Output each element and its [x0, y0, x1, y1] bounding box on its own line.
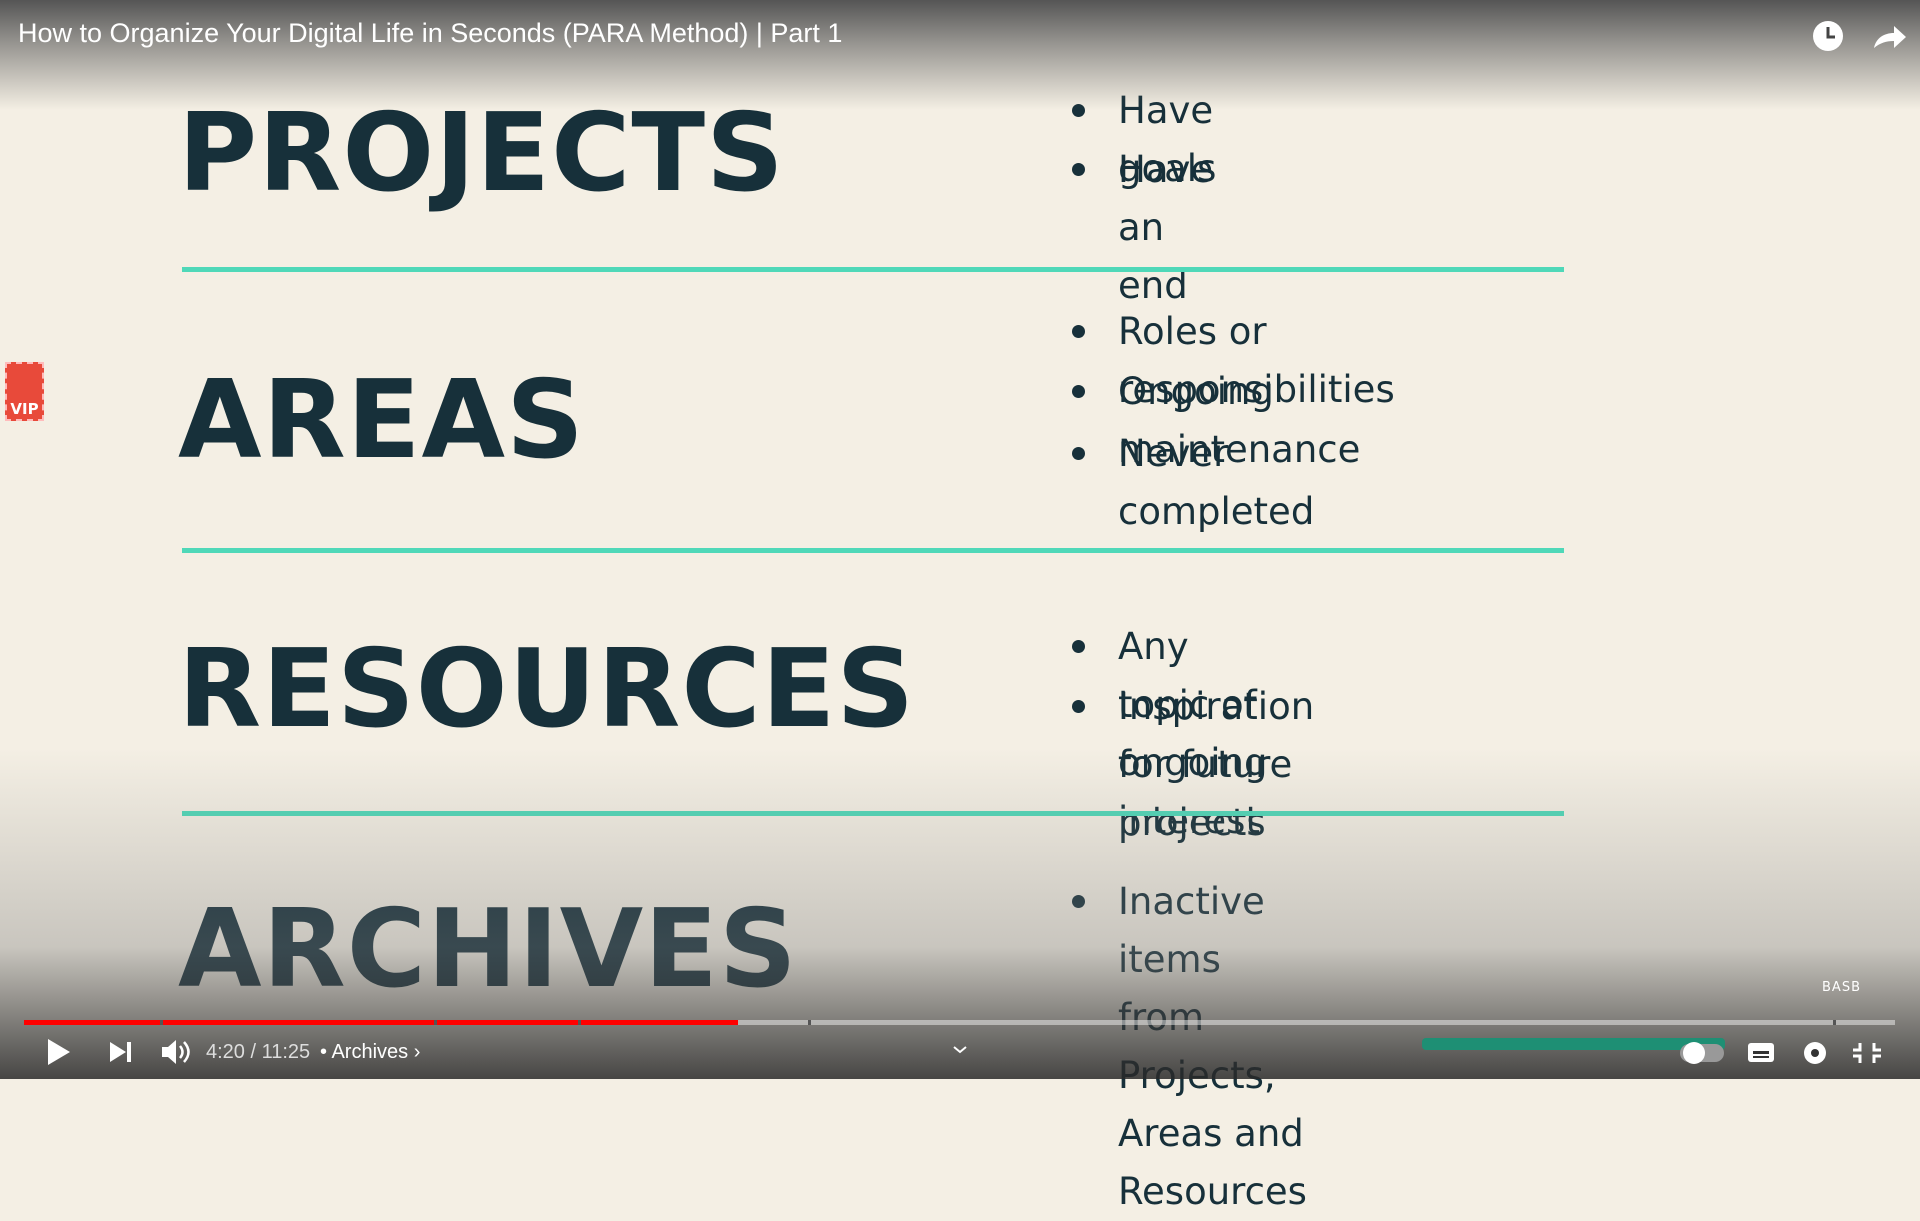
bullet-text: Have goals — [1118, 89, 1217, 190]
bullet-text: Never completed — [1118, 432, 1315, 533]
top-shade — [0, 0, 1920, 110]
subtitles-button[interactable] — [1748, 1043, 1774, 1062]
autoplay-toggle[interactable] — [1680, 1042, 1724, 1064]
bullet-item: Ongoing maintenance — [1071, 363, 1361, 479]
vip-badge[interactable]: VIP — [5, 362, 44, 421]
divider — [182, 267, 1564, 272]
section-heading: AREAS — [178, 358, 585, 483]
expand-chevron[interactable] — [953, 1046, 967, 1054]
share[interactable] — [1874, 26, 1906, 48]
section-heading: PROJECTS — [178, 91, 785, 216]
fullscreen-button[interactable] — [1853, 1043, 1881, 1063]
video-title[interactable]: How to Organize Your Digital Life in Sec… — [18, 18, 843, 48]
bullet-text: Roles or responsibilities — [1118, 310, 1395, 411]
settings-button[interactable] — [1804, 1042, 1826, 1064]
progress-track[interactable] — [24, 1020, 1895, 1025]
bullet-text: Have an end — [1118, 148, 1214, 307]
play-button[interactable] — [48, 1039, 70, 1065]
time-display: 4:20 / 11:25 — [206, 1041, 311, 1063]
player-controls — [24, 1020, 1895, 1065]
next-button[interactable] — [110, 1042, 131, 1062]
watermark: BASB — [1822, 980, 1861, 995]
divider — [182, 548, 1564, 553]
bullet-item: Have goals — [1071, 82, 1217, 198]
bullet-item: Have an end — [1071, 141, 1214, 315]
overlay-bar — [1422, 1038, 1725, 1050]
chapter-gaps — [160, 1020, 1836, 1025]
chapter-title[interactable]: Archives — [331, 1041, 409, 1063]
chapter-link[interactable]: • Archives › — [320, 1041, 421, 1063]
progress-played — [24, 1020, 738, 1025]
section-heading: RESOURCES — [178, 627, 916, 752]
watch-later[interactable] — [1813, 21, 1843, 51]
bullet-item: Never completed — [1071, 425, 1315, 541]
bullet-item: Roles or responsibilities — [1072, 303, 1395, 419]
bullet-text: Ongoing maintenance — [1118, 370, 1361, 471]
top-icons — [1813, 21, 1906, 51]
volume-button[interactable] — [162, 1040, 190, 1064]
